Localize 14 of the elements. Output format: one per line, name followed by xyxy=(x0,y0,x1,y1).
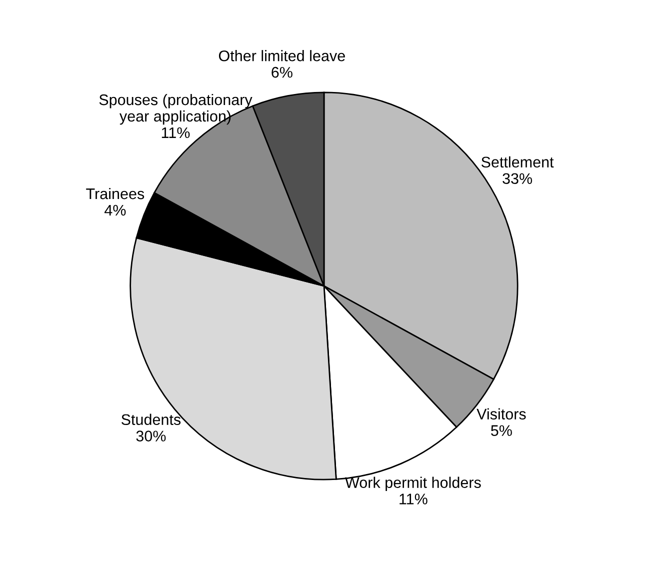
slice-label: Visitors xyxy=(476,408,526,420)
data-label: 6% xyxy=(272,66,292,78)
data-label: 4% xyxy=(104,204,126,216)
data-label: 30% xyxy=(136,430,166,442)
slice-label: Work permit holders xyxy=(345,476,481,491)
slice-label: Settlement xyxy=(481,156,554,168)
data-label: 11% xyxy=(400,494,428,504)
data-label: 5% xyxy=(491,425,512,436)
slice-label: Other limited leave xyxy=(218,50,345,62)
slice-label: Spouses (probationary year application) xyxy=(99,94,252,125)
slice-label: Trainees xyxy=(86,188,144,200)
data-label: 11% xyxy=(162,127,190,138)
slice-label: Students xyxy=(122,414,181,426)
data-label: 33% xyxy=(502,173,532,184)
